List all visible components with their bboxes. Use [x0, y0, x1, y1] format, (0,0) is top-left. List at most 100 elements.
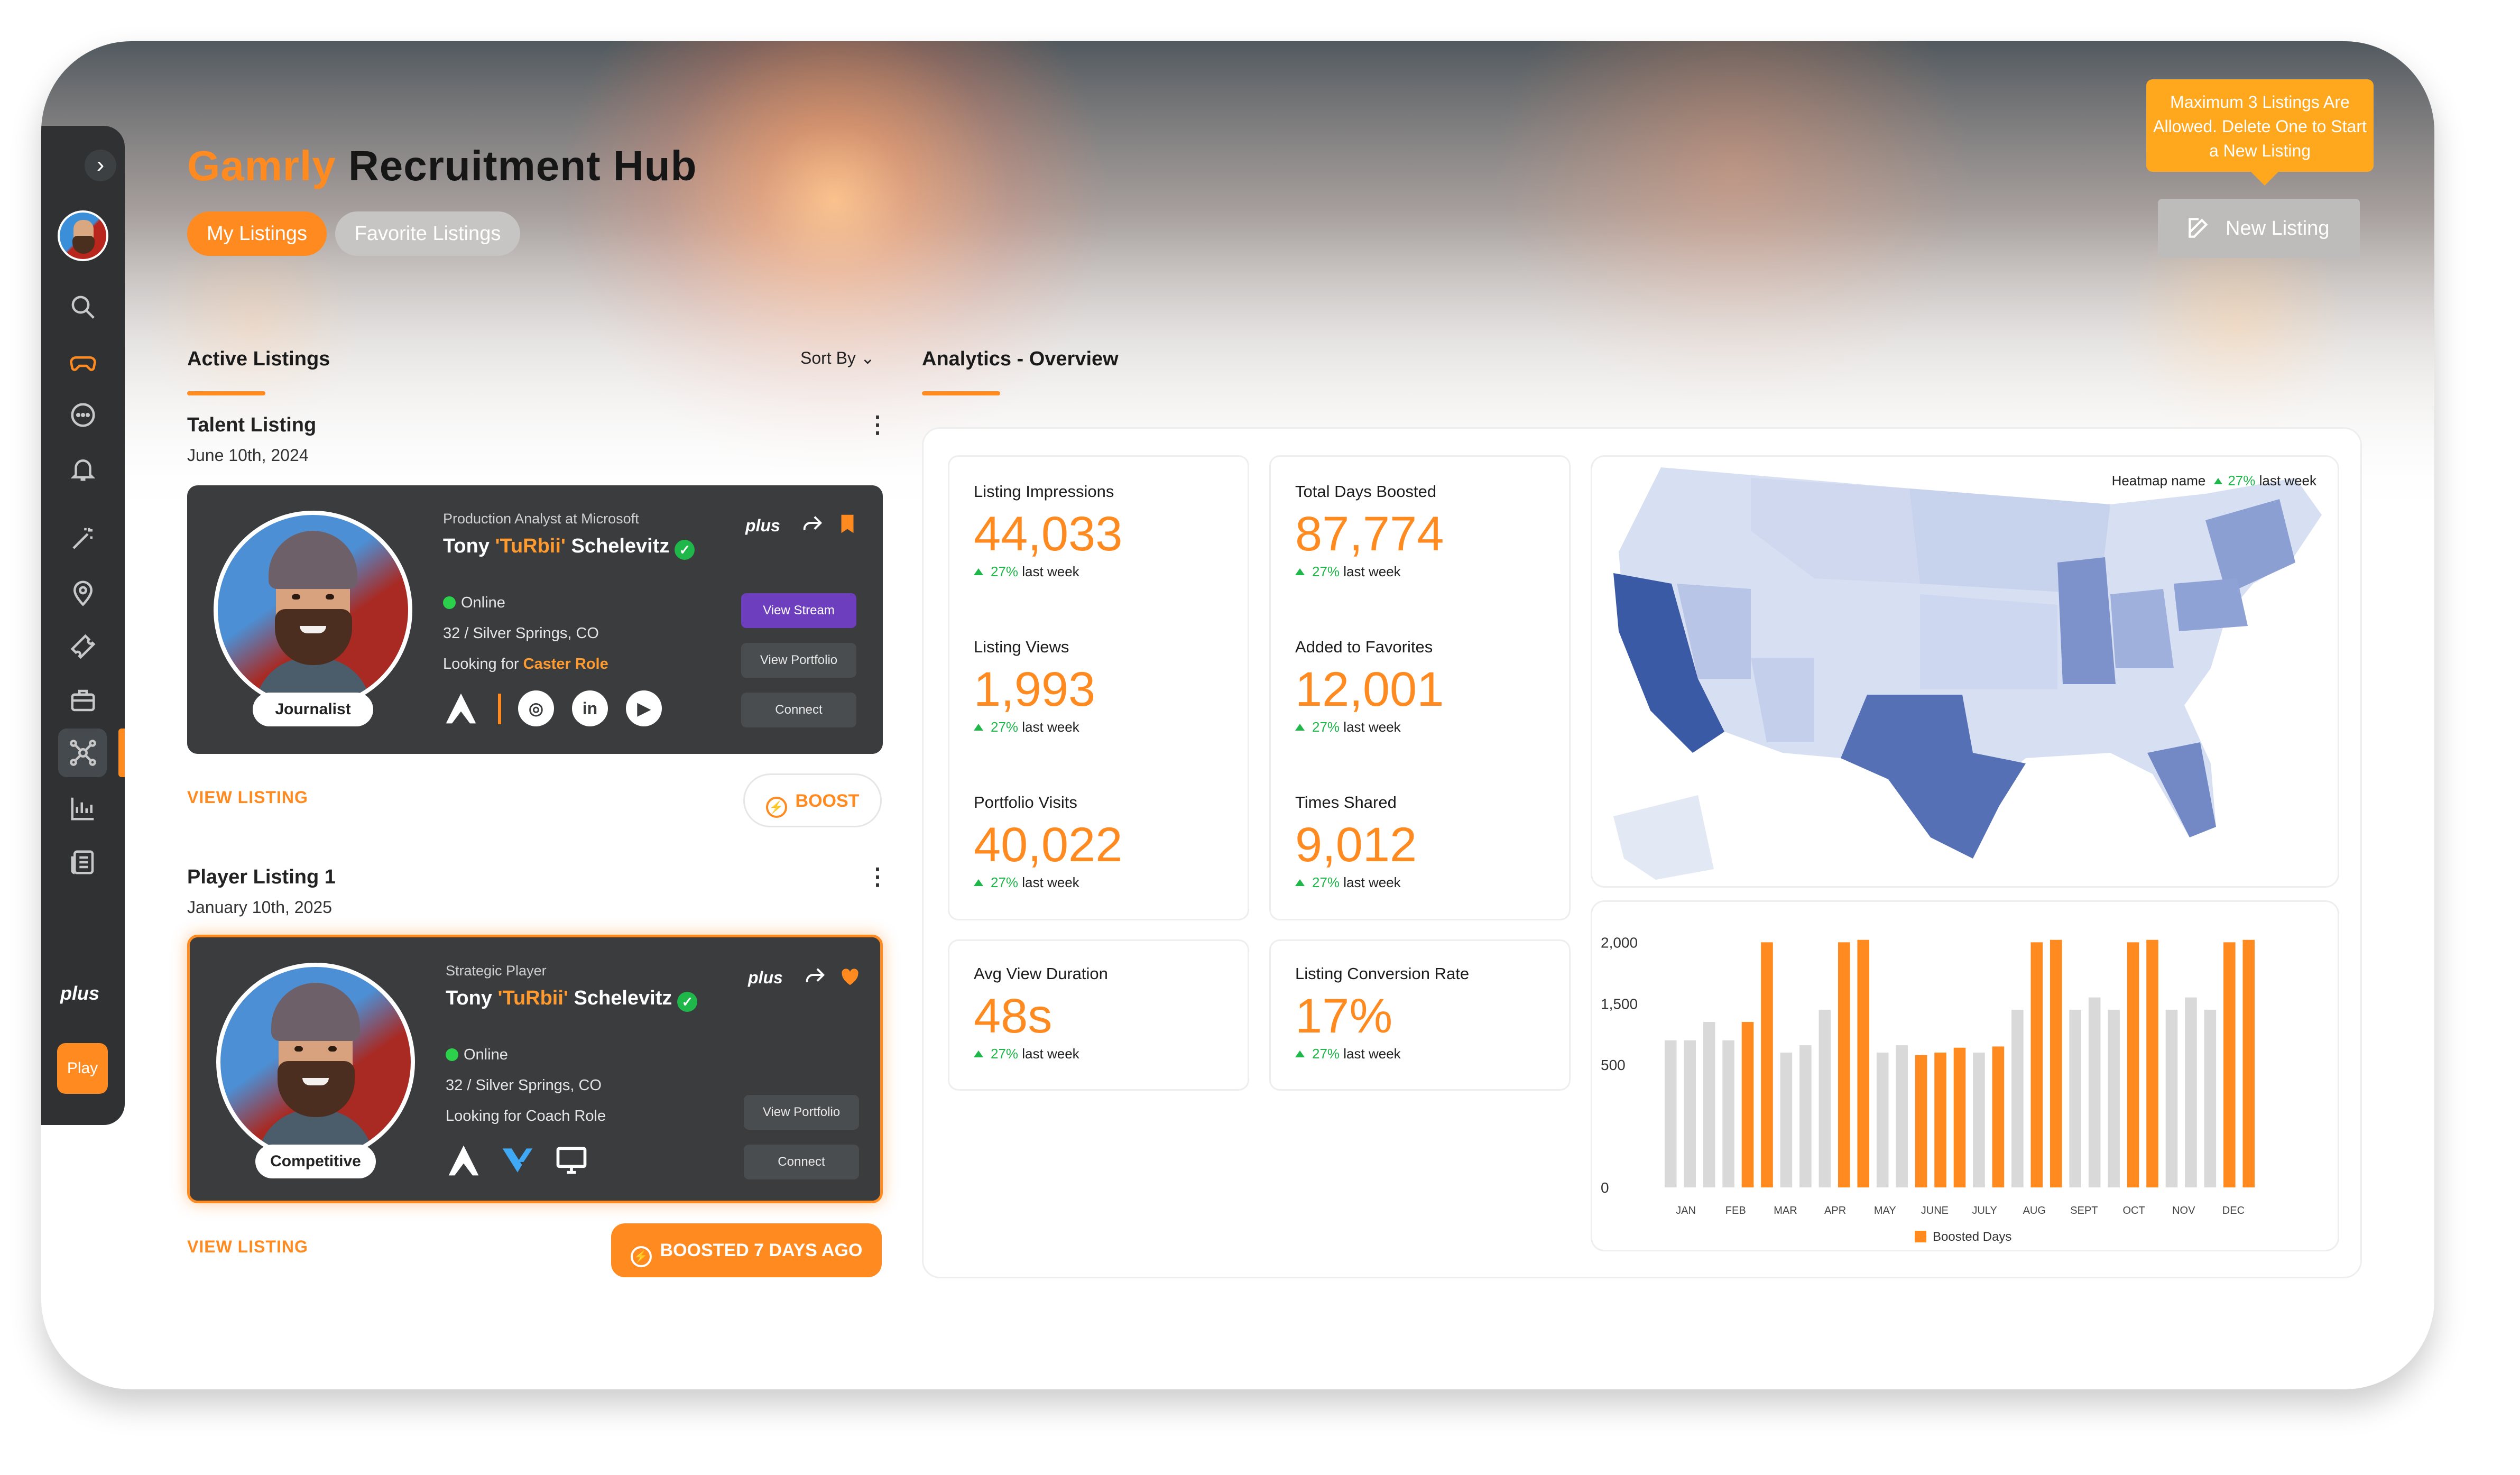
age-location: 32 / Silver Springs, CO [443, 625, 599, 642]
avatar[interactable] [58, 210, 108, 261]
apex-logo-icon[interactable] [443, 690, 479, 726]
new-listing-button[interactable]: New Listing [2158, 199, 2360, 258]
chart-bar[interactable] [2146, 939, 2158, 1187]
chart-bar[interactable] [1896, 1045, 1908, 1187]
chart-bar[interactable] [1722, 1040, 1734, 1187]
ticket-icon[interactable] [69, 632, 97, 661]
share-icon[interactable] [800, 512, 825, 536]
tab-my-listings[interactable]: My Listings [187, 211, 327, 256]
stat-portfolio-visits: Portfolio Visits 40,022 27% last week [974, 793, 1123, 890]
boost-icon: ⚡ [630, 1246, 652, 1267]
sort-by-dropdown[interactable]: Sort By ⌄ [800, 348, 875, 368]
chart-bar[interactable] [1915, 1055, 1927, 1187]
status-online: Online [443, 594, 505, 612]
heart-icon[interactable] [838, 964, 862, 988]
analytics-heading: Analytics - Overview [922, 348, 1119, 370]
play-button[interactable]: Play [57, 1043, 108, 1094]
sidebar-toggle-button[interactable]: › [85, 150, 116, 181]
chart-bar[interactable] [1876, 1053, 1889, 1187]
monitor-icon[interactable] [553, 1142, 589, 1178]
chart-bar[interactable] [2030, 942, 2043, 1187]
boosted-status-button[interactable]: ⚡ BOOSTED 7 DAYS AGO [611, 1223, 882, 1277]
looking-for: Looking for Coach Role [446, 1108, 606, 1124]
listing-date: January 10th, 2025 [187, 898, 332, 917]
chart-bar[interactable] [1857, 939, 1870, 1187]
chart-icon[interactable] [69, 794, 97, 823]
chart-bar[interactable] [2165, 1009, 2178, 1187]
view-listing-link[interactable]: VIEW LISTING [187, 788, 308, 807]
youtube-icon[interactable]: ▶ [626, 690, 662, 726]
more-options-icon[interactable]: ⋮ [866, 864, 889, 890]
chart-bar[interactable] [2050, 939, 2062, 1187]
x-tick-label: SEPT [2070, 1205, 2098, 1216]
chart-bar[interactable] [1953, 1047, 1966, 1187]
chart-bar[interactable] [1780, 1053, 1793, 1187]
news-icon[interactable] [69, 848, 97, 877]
connect-button[interactable]: Connect [744, 1145, 859, 1179]
chart-bar[interactable] [1973, 1053, 1985, 1187]
chart-bar[interactable] [2185, 997, 2197, 1187]
chart-bar[interactable] [2011, 1009, 2024, 1187]
chat-icon[interactable] [69, 401, 97, 429]
stat-added-to-favorites: Added to Favorites 12,001 27% last week [1295, 638, 1444, 735]
chart-bar[interactable] [2088, 997, 2101, 1187]
page-title: Gamrly Recruitment Hub [187, 142, 697, 190]
tab-favorite-listings[interactable]: Favorite Listings [335, 211, 520, 256]
age-location: 32 / Silver Springs, CO [446, 1077, 602, 1094]
chart-bar[interactable] [1838, 942, 1850, 1187]
share-icon[interactable] [803, 964, 827, 988]
apex-logo-icon[interactable] [446, 1142, 482, 1178]
chart-bar[interactable] [2127, 942, 2139, 1187]
stat-times-shared: Times Shared 9,012 27% last week [1295, 793, 1417, 890]
chart-bar[interactable] [1761, 942, 1773, 1187]
heatmap-legend: Heatmap name 27% last week [2111, 473, 2316, 488]
chart-bar[interactable] [1684, 1040, 1696, 1187]
view-portfolio-button[interactable]: View Portfolio [744, 1095, 859, 1130]
listing-card[interactable]: Journalist Production Analyst at Microso… [187, 485, 883, 754]
briefcase-icon[interactable] [69, 686, 97, 715]
listing-card[interactable]: Competitive Strategic Player Tony 'TuRbi… [187, 935, 883, 1203]
stat-listing-impressions: Listing Impressions 44,033 27% last week [974, 482, 1123, 579]
boost-button[interactable]: ⚡ BOOST [743, 773, 882, 827]
connect-button[interactable]: Connect [741, 693, 856, 727]
more-options-icon[interactable]: ⋮ [866, 412, 889, 438]
plus-logo[interactable]: plus [60, 982, 100, 1004]
chart-bar[interactable] [1934, 1053, 1946, 1187]
chart-bar[interactable] [1664, 1040, 1677, 1187]
stat-avg-view-duration: Avg View Duration 48s 27% last week [974, 964, 1108, 1062]
x-tick-label: AUG [2023, 1205, 2046, 1216]
view-listing-link[interactable]: VIEW LISTING [187, 1237, 308, 1256]
chevron-right-icon: › [96, 152, 105, 178]
gamepad-icon[interactable] [69, 347, 97, 375]
instagram-icon[interactable]: ◎ [518, 690, 554, 726]
y-tick-label: 1,500 [1601, 995, 1638, 1012]
brand-name: Gamrly [187, 142, 336, 189]
chart-bar[interactable] [1819, 1009, 1831, 1187]
bell-icon[interactable] [69, 455, 97, 483]
us-heatmap[interactable] [1592, 457, 2341, 889]
chart-bar[interactable] [2223, 942, 2236, 1187]
wand-icon[interactable] [69, 524, 97, 553]
chart-bar[interactable] [1741, 1022, 1754, 1187]
location-icon[interactable] [69, 578, 97, 607]
chart-bar[interactable] [2242, 939, 2255, 1187]
network-icon[interactable] [69, 739, 97, 767]
chart-bar[interactable] [2204, 1009, 2217, 1187]
chart-bar[interactable] [1799, 1045, 1812, 1187]
linkedin-icon[interactable]: in [572, 690, 608, 726]
chart-bar[interactable] [1703, 1022, 1715, 1187]
view-portfolio-button[interactable]: View Portfolio [741, 643, 856, 678]
search-icon[interactable] [69, 293, 97, 321]
stats-card: Listing Impressions 44,033 27% last week … [948, 455, 1249, 920]
y-tick-label: 0 [1601, 1179, 1609, 1196]
edit-icon [2189, 218, 2208, 238]
view-stream-button[interactable]: View Stream [741, 593, 856, 628]
active-listings-underline [187, 391, 265, 395]
valorant-logo-icon[interactable] [500, 1142, 536, 1178]
chart-bar[interactable] [1992, 1046, 2005, 1187]
category-badge: Journalist [253, 693, 373, 726]
chart-bar[interactable] [2108, 1009, 2120, 1187]
x-tick-label: JAN [1676, 1205, 1696, 1216]
chart-bar[interactable] [2069, 1009, 2082, 1187]
bookmark-icon[interactable] [835, 512, 860, 536]
